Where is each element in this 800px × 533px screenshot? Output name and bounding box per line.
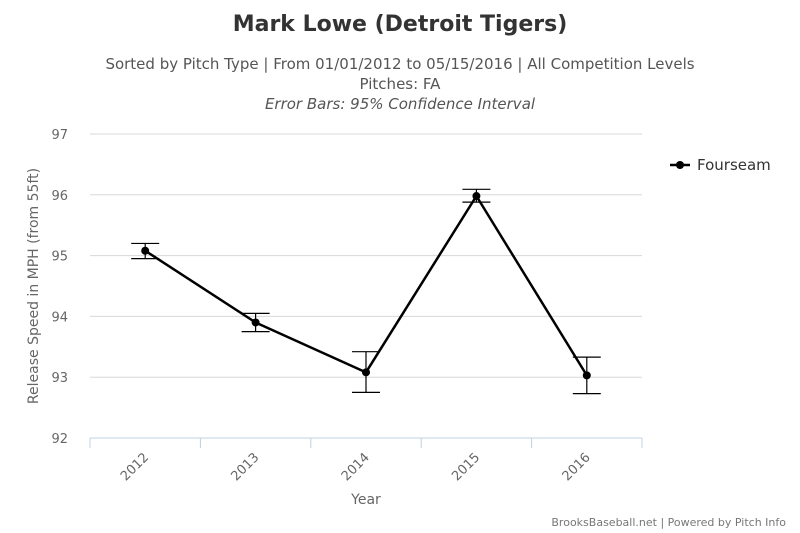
credit-text[interactable]: BrooksBaseball.net | Powered by Pitch In… xyxy=(551,516,786,529)
x-tick-label-2012: 2012 xyxy=(118,450,152,484)
chart-subtitle-line-2: Pitches: FA xyxy=(360,75,442,93)
y-tick-label-95: 95 xyxy=(51,250,68,265)
y-tick-label-92: 92 xyxy=(51,432,68,447)
x-tick-label-2014: 2014 xyxy=(339,450,373,484)
grid-lines xyxy=(90,133,642,378)
data-point-2014[interactable] xyxy=(362,368,370,377)
y-tick-label-97: 97 xyxy=(51,128,68,143)
legend-marker-symbol xyxy=(676,161,684,169)
legend-item-fourseam[interactable]: Fourseam xyxy=(697,156,771,174)
data-point-2013[interactable] xyxy=(251,318,260,327)
x-tick-label-2015: 2015 xyxy=(449,450,483,484)
series-layer xyxy=(141,192,591,380)
error-bars xyxy=(131,188,601,395)
y-axis-ticks: 92 93 94 95 96 97 xyxy=(51,128,68,447)
x-axis-title: Year xyxy=(350,492,381,508)
x-axis: 2012 2013 2014 2015 2016 xyxy=(89,437,643,484)
data-point-2012[interactable] xyxy=(141,246,150,255)
x-tick-label-2016: 2016 xyxy=(560,450,594,484)
chart-subtitle-line-3: Error Bars: 95% Confidence Interval xyxy=(265,95,536,113)
y-tick-label-96: 96 xyxy=(51,189,68,204)
chart-title: Mark Lowe (Detroit Tigers) xyxy=(233,12,568,37)
data-point-2016[interactable] xyxy=(582,371,591,380)
legend[interactable]: Fourseam xyxy=(670,156,771,174)
data-point-2015[interactable] xyxy=(472,192,481,201)
y-tick-label-93: 93 xyxy=(51,371,68,386)
x-tick-label-2013: 2013 xyxy=(228,450,262,484)
series-line-fourseam xyxy=(144,194,588,377)
y-axis-title: Release Speed in MPH (from 55ft) xyxy=(26,168,42,404)
chart-subtitle-line-1: Sorted by Pitch Type | From 01/01/2012 t… xyxy=(105,55,694,73)
y-tick-label-94: 94 xyxy=(51,310,68,325)
